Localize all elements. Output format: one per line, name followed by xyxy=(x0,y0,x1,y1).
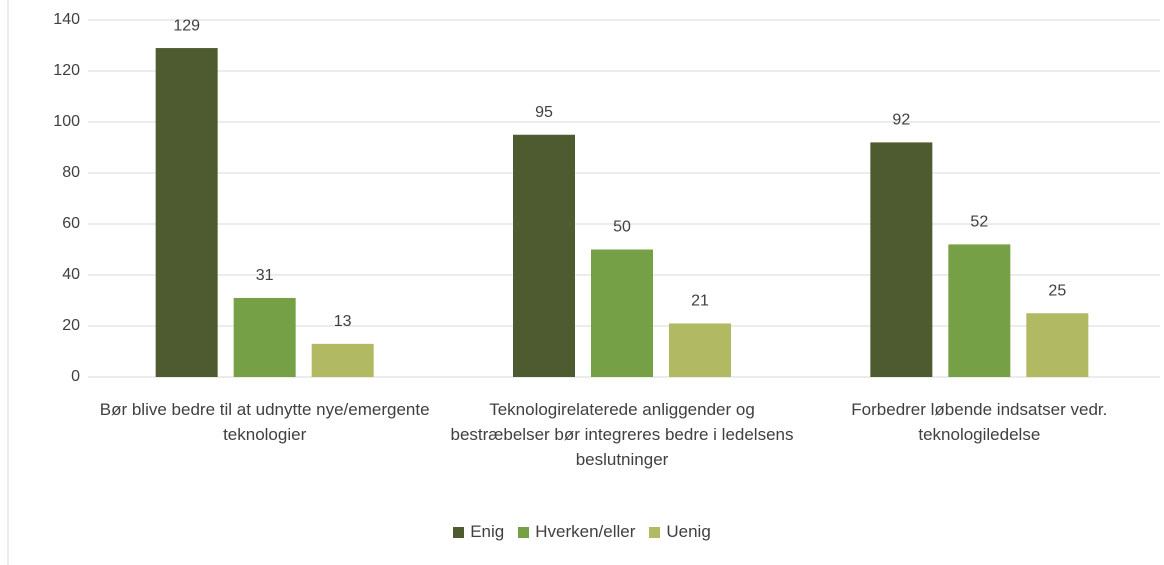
x-tick-label: Forbedrer løbende indsatser vedr. teknol… xyxy=(851,400,1108,444)
y-tick-label: 60 xyxy=(62,215,80,232)
x-tick-label: Bør blive bedre til at udnytte nye/emerg… xyxy=(99,400,430,444)
legend: Enig Hverken/eller Uenig xyxy=(0,522,1164,542)
y-tick-label: 0 xyxy=(71,368,80,385)
bar xyxy=(513,134,575,377)
legend-item: Uenig xyxy=(649,522,711,542)
legend-label: Enig xyxy=(470,522,505,541)
data-label: 95 xyxy=(535,104,553,121)
legend-swatch xyxy=(453,526,465,538)
bar xyxy=(591,249,653,377)
y-tick-label: 140 xyxy=(53,11,80,28)
y-tick-label: 100 xyxy=(53,113,80,130)
y-tick-label: 20 xyxy=(62,317,80,334)
data-label: 92 xyxy=(892,112,910,129)
y-tick-label: 120 xyxy=(53,62,80,79)
data-label: 21 xyxy=(691,293,709,310)
data-label: 50 xyxy=(613,219,631,236)
x-tick-label: Teknologirelaterede anliggender og bestr… xyxy=(450,400,794,469)
data-label: 13 xyxy=(334,313,352,330)
legend-swatch xyxy=(518,526,530,538)
legend-label: Hverken/eller xyxy=(535,522,636,541)
data-label: 52 xyxy=(970,214,988,231)
chart-border xyxy=(7,0,9,565)
y-tick-label: 40 xyxy=(62,266,80,283)
bar xyxy=(1026,313,1089,377)
data-label: 31 xyxy=(256,267,274,284)
bar xyxy=(870,142,933,377)
y-tick-label: 80 xyxy=(62,164,80,181)
legend-label: Uenig xyxy=(666,522,711,541)
data-label: 129 xyxy=(173,17,200,34)
legend-swatch xyxy=(649,526,661,538)
bar xyxy=(233,297,296,377)
bar xyxy=(669,323,731,377)
bar xyxy=(155,48,218,378)
bar xyxy=(311,343,374,377)
data-label: 25 xyxy=(1048,282,1066,299)
legend-item: Enig xyxy=(453,522,504,542)
legend-item: Hverken/eller xyxy=(518,522,635,542)
bar xyxy=(948,244,1011,377)
